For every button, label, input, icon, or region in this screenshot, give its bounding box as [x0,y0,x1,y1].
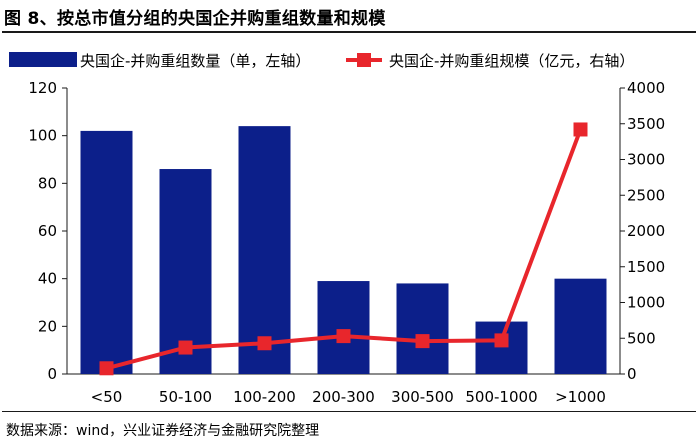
title-rule [2,31,696,33]
right-axis-tick-label: 3500 [627,115,665,133]
figure-source: 数据来源：wind，兴业证券经济与金融研究院整理 [6,423,320,439]
line-marker [257,336,272,351]
bar [317,281,370,374]
left-axis-tick-label: 120 [28,79,57,97]
left-axis-tick-label: 20 [38,317,57,335]
legend-line-marker [357,53,371,67]
right-axis-tick-label: 2500 [627,186,665,204]
bar [475,321,528,374]
line-series [99,122,588,376]
x-axis-tick-label: 50-100 [159,388,212,406]
figure-title: 图 8、按总市值分组的央国企并购重组数量和规模 [4,9,386,29]
left-axis-tick-label: 0 [47,365,57,383]
bar [159,169,212,374]
left-axis-tick-label: 100 [28,127,57,145]
x-axis-tick-label: 100-200 [233,388,296,406]
x-axis-tick-label: 500-1000 [465,388,537,406]
x-axis-tick-label: >1000 [555,388,606,406]
line-marker [573,122,588,137]
right-axis-tick-label: 4000 [627,79,665,97]
bar [396,283,449,374]
legend-bar-swatch [9,52,77,67]
line-marker [99,361,114,376]
bar [238,126,291,374]
line-marker [494,333,509,348]
legend-bar-label: 央国企-并购重组数量（单，左轴） [80,52,310,70]
right-axis-tick-label: 500 [627,329,656,347]
left-axis-tick-label: 80 [38,174,57,192]
x-axis-tick-label: 300-500 [391,388,454,406]
legend: 央国企-并购重组数量（单，左轴） 央国企-并购重组规模（亿元，右轴） [9,52,634,70]
line-marker [415,334,430,349]
right-axis-tick-label: 3000 [627,151,665,169]
bar [80,130,133,374]
left-axis-tick-label: 40 [38,270,57,288]
left-axis-tick-label: 60 [38,222,57,240]
right-axis-tick-label: 1000 [627,294,665,312]
line-marker [336,329,351,344]
line-marker [178,340,193,355]
axes: 0 20 40 60 80 100 120 0 500 1000 1500 2000 2500 3000 3… [28,79,665,406]
bar-series [80,126,607,374]
legend-line-label: 央国企-并购重组规模（亿元，右轴） [389,52,634,70]
right-axis-tick-label: 0 [627,365,637,383]
bottom-rule [2,411,696,412]
x-axis-tick-label: 200-300 [312,388,375,406]
right-axis-tick-label: 2000 [627,222,665,240]
x-axis-tick-label: <50 [91,388,123,406]
bar [554,278,607,374]
right-axis-tick-label: 1500 [627,258,665,276]
